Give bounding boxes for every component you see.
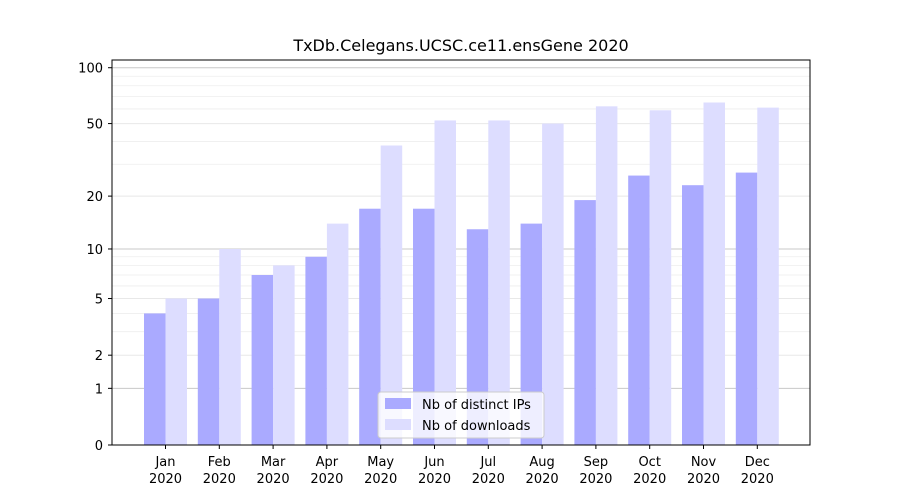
x-tick-label-month: Sep	[584, 455, 609, 470]
x-tick-label-year: 2020	[310, 472, 343, 487]
bar-downloads	[434, 120, 456, 445]
bar-distinct-ips	[466, 229, 489, 445]
x-tick-label-year: 2020	[257, 472, 290, 487]
x-tick-label-year: 2020	[741, 472, 774, 487]
x-tick-label-month: Jun	[423, 455, 444, 470]
y-tick-label: 1	[95, 382, 103, 397]
bar-downloads	[703, 102, 725, 446]
x-tick-label-month: Dec	[745, 455, 770, 470]
x-axis: Jan 2020 Feb 2020 Mar 2020 Apr 2020 May 2020 Jun 20…	[149, 445, 774, 487]
bar-distinct-ips	[735, 172, 758, 445]
y-tick-label: 2	[95, 349, 103, 364]
bar-downloads	[488, 120, 510, 445]
plot-frame	[111, 59, 811, 446]
bar-downloads	[273, 265, 295, 445]
x-tick-label-year: 2020	[526, 472, 559, 487]
bar-distinct-ips	[251, 275, 274, 445]
x-tick-label-month: Aug	[529, 455, 554, 470]
x-tick-label-month: Apr	[316, 455, 339, 470]
x-tick-label-year: 2020	[149, 472, 182, 487]
y-tick-label: 20	[86, 190, 103, 205]
legend-swatch-distinct-ips	[385, 398, 411, 409]
y-tick-label: 50	[86, 118, 103, 133]
bar-distinct-ips	[628, 175, 650, 445]
x-tick-label-year: 2020	[364, 472, 397, 487]
bar-distinct-ips	[197, 298, 220, 445]
x-tick-label-month: Jul	[479, 455, 496, 470]
legend-label-downloads: Nb of downloads	[422, 419, 531, 434]
bar-downloads	[380, 145, 403, 445]
x-tick-label-month: Feb	[208, 455, 231, 470]
legend: Nb of distinct IPs Nb of downloads	[377, 391, 545, 439]
x-tick-label-month: Oct	[638, 455, 660, 470]
x-tick-label-year: 2020	[203, 472, 236, 487]
x-tick-label-year: 2020	[633, 472, 666, 487]
legend-label-distinct-ips: Nb of distinct IPs	[422, 398, 531, 413]
bar-downloads	[757, 107, 779, 445]
x-tick-label-year: 2020	[418, 472, 451, 487]
bar-distinct-ips	[305, 256, 327, 445]
bar-downloads	[219, 248, 241, 445]
bar-downloads	[326, 223, 349, 445]
legend-box	[377, 391, 545, 439]
x-tick-label-month: May	[367, 455, 394, 470]
bars	[144, 102, 779, 446]
bar-distinct-ips	[574, 200, 596, 445]
bar-distinct-ips	[359, 208, 381, 445]
bar-distinct-ips	[520, 223, 543, 445]
y-tick-label: 100	[78, 62, 103, 77]
y-tick-label: 10	[86, 243, 103, 258]
y-axis: 0 1 2 5 10 20 50 100	[78, 62, 112, 454]
chart-title: TxDb.Celegans.UCSC.ce11.ensGene 2020	[292, 36, 628, 55]
y-tick-label: 0	[95, 439, 103, 454]
x-tick-label-month: Jan	[154, 455, 175, 470]
bar-distinct-ips	[413, 208, 435, 445]
x-tick-label-year: 2020	[472, 472, 505, 487]
legend-swatch-downloads	[385, 419, 411, 430]
bar-distinct-ips	[144, 313, 166, 445]
y-tick-label: 5	[95, 293, 103, 308]
x-tick-label-month: Mar	[261, 455, 286, 470]
x-tick-label-year: 2020	[687, 472, 720, 487]
x-tick-label-month: Nov	[691, 455, 717, 470]
bar-downloads	[649, 110, 672, 445]
bar-distinct-ips	[682, 185, 704, 445]
x-tick-label-year: 2020	[579, 472, 612, 487]
bar-downloads	[165, 298, 187, 445]
bar-downloads	[595, 106, 618, 445]
bar-downloads	[542, 123, 564, 446]
